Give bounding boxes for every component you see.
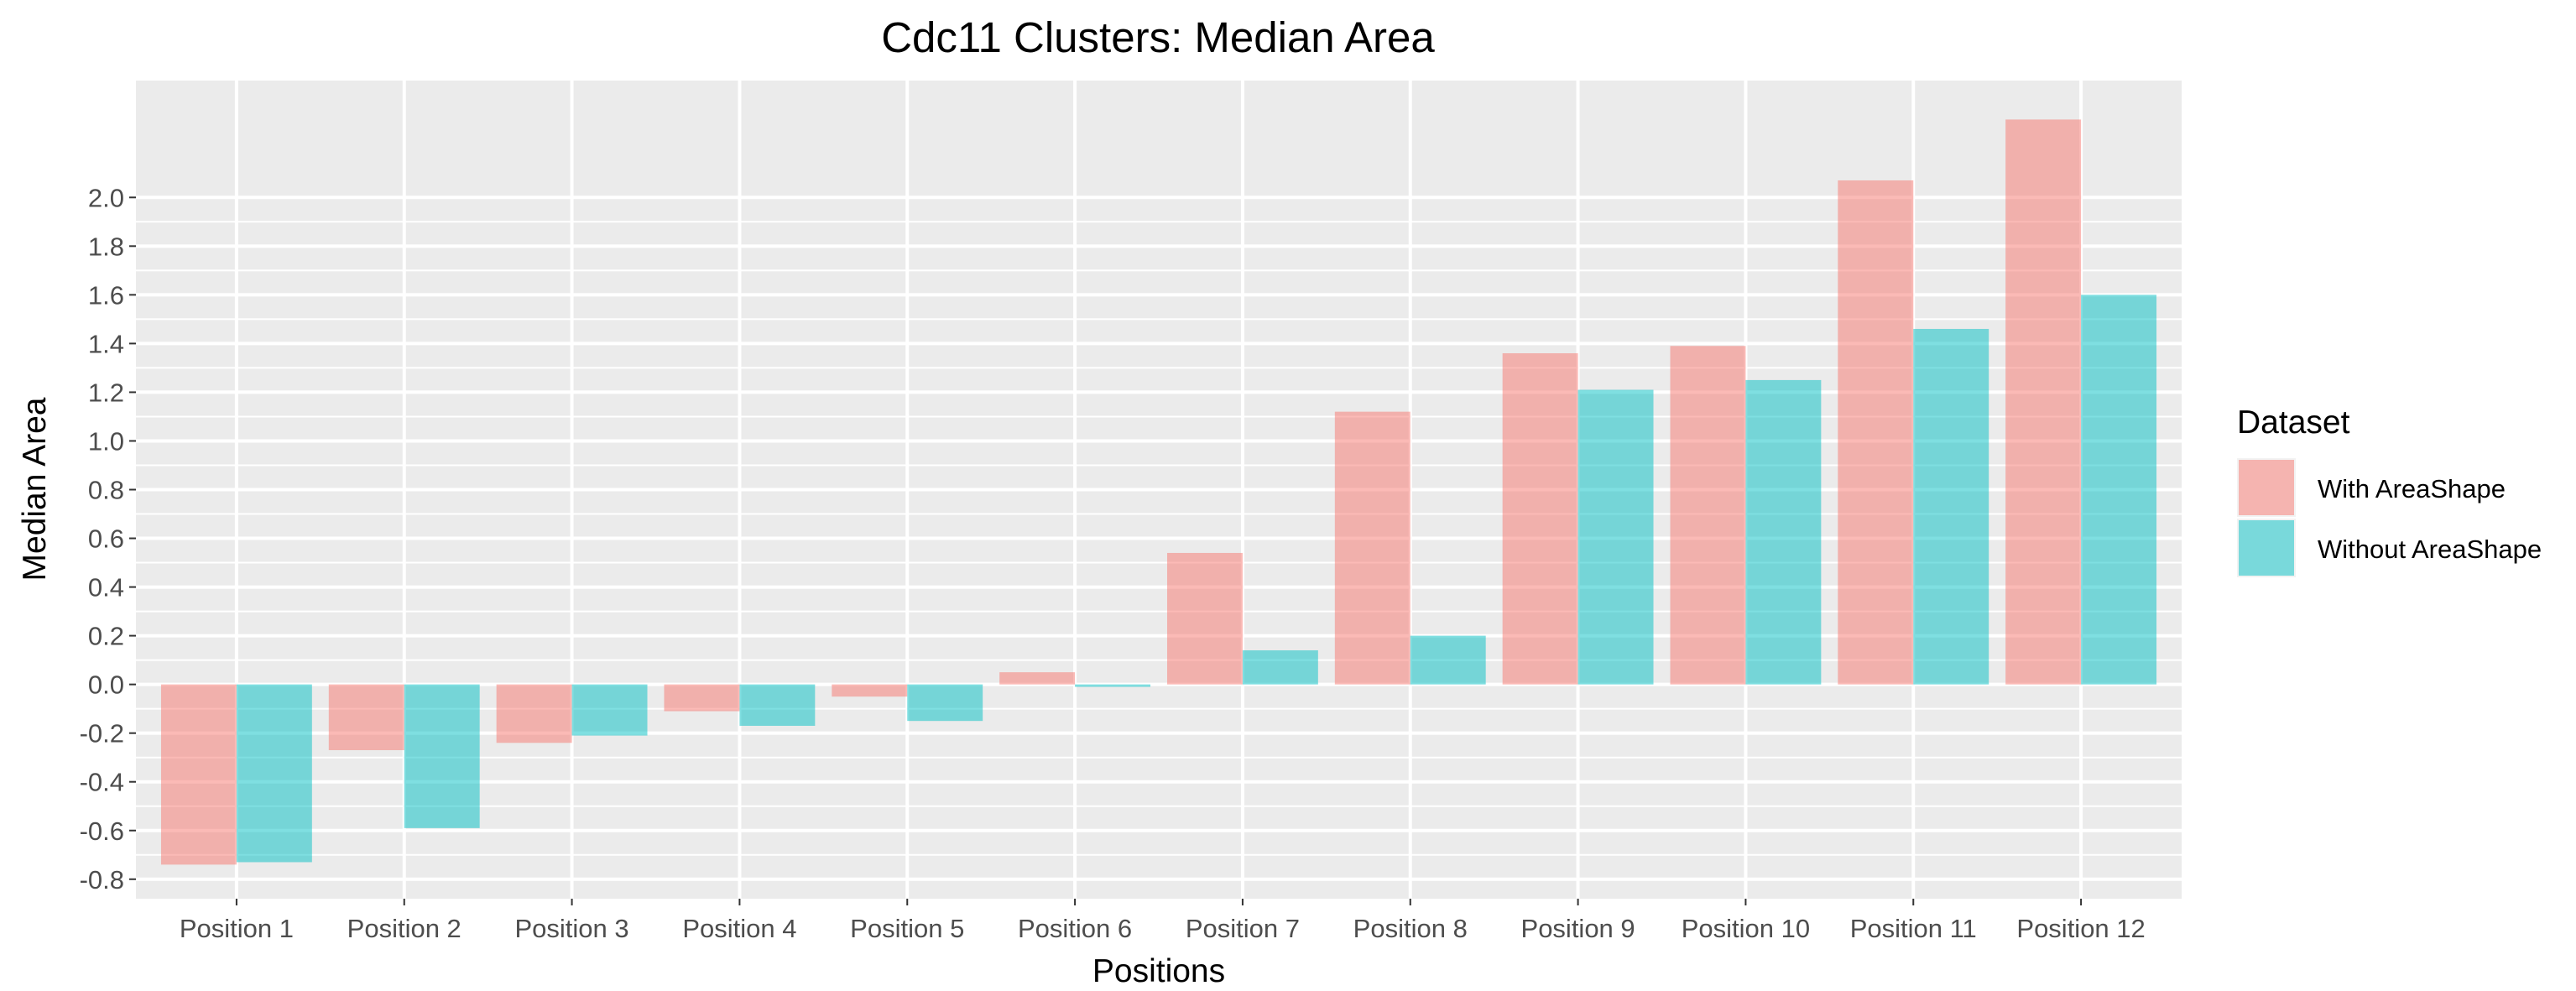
bar-with-areashape-5 <box>832 684 908 697</box>
bar-without-areashape-7 <box>1242 650 1318 685</box>
y-tick-label: 1.2 <box>88 378 124 407</box>
y-tick-label: 0.4 <box>88 573 124 602</box>
bar-with-areashape-3 <box>496 684 572 743</box>
y-axis-title: Median Area <box>17 397 53 581</box>
bar-without-areashape-4 <box>739 684 816 726</box>
x-tick-label: Position 10 <box>1682 914 1810 943</box>
y-tick-label: -0.6 <box>80 816 124 846</box>
x-tick-label: Position 3 <box>515 914 629 943</box>
bar-without-areashape-6 <box>1075 684 1151 687</box>
x-axis: Position 1 Position 2 Position 3 Position 4… <box>180 899 2146 943</box>
y-tick-label: 0.0 <box>88 670 124 700</box>
bars <box>160 119 2157 865</box>
legend-key-with-areashape <box>2239 460 2294 515</box>
x-tick-label: Position 12 <box>2016 914 2145 943</box>
y-tick-label: 1.8 <box>88 232 124 261</box>
x-tick-label: Position 5 <box>850 914 964 943</box>
bar-without-areashape-12 <box>2081 295 2157 685</box>
bar-without-areashape-9 <box>1577 389 1654 685</box>
y-tick-label: 2.0 <box>88 183 124 212</box>
bar-with-areashape-9 <box>1502 353 1578 685</box>
legend-label: Without AreaShape <box>2318 535 2542 564</box>
x-tick-label: Position 4 <box>682 914 796 943</box>
bar-with-areashape-11 <box>1838 180 1914 685</box>
legend: Dataset With AreaShape Without AreaShape <box>2237 404 2542 577</box>
y-tick-label: -0.4 <box>80 768 124 797</box>
chart-title: Cdc11 Clusters: Median Area <box>881 13 1435 61</box>
x-tick-label: Position 11 <box>1850 914 1977 943</box>
bar-without-areashape-1 <box>236 684 312 863</box>
y-tick-label: 1.4 <box>88 329 124 358</box>
bar-without-areashape-5 <box>907 684 983 722</box>
bar-without-areashape-2 <box>404 684 480 828</box>
bar-with-areashape-4 <box>664 684 740 712</box>
y-tick-label: 1.6 <box>88 280 124 310</box>
bar-with-areashape-12 <box>2005 119 2082 685</box>
bar-without-areashape-8 <box>1410 635 1486 685</box>
y-tick-label: -0.2 <box>80 719 124 748</box>
y-tick-label: 1.0 <box>88 426 124 456</box>
y-tick-label: -0.8 <box>80 865 124 895</box>
x-tick-label: Position 7 <box>1186 914 1300 943</box>
bar-with-areashape-8 <box>1334 411 1411 685</box>
x-tick-label: Position 8 <box>1353 914 1468 943</box>
bar-with-areashape-1 <box>160 684 237 865</box>
bar-with-areashape-6 <box>999 672 1076 685</box>
y-tick-label: 0.8 <box>88 476 124 505</box>
legend-key-without-areashape <box>2239 520 2294 576</box>
bar-with-areashape-7 <box>1166 552 1243 685</box>
x-tick-label: Position 2 <box>347 914 461 943</box>
y-tick-label: 0.2 <box>88 622 124 651</box>
bar-with-areashape-2 <box>328 684 404 750</box>
bar-without-areashape-11 <box>1913 328 1989 685</box>
x-axis-title: Positions <box>1092 953 1225 989</box>
bar-without-areashape-10 <box>1745 379 1822 685</box>
legend-title: Dataset <box>2237 404 2350 441</box>
x-tick-label: Position 1 <box>180 914 294 943</box>
legend-label: With AreaShape <box>2318 474 2506 503</box>
x-tick-label: Position 9 <box>1521 914 1635 943</box>
bar-without-areashape-3 <box>571 684 648 736</box>
legend-items: With AreaShape Without AreaShape <box>2237 458 2542 577</box>
y-tick-label: 0.6 <box>88 524 124 554</box>
bar-with-areashape-10 <box>1670 346 1746 685</box>
y-axis: -0.8 -0.6 -0.4 -0.2 0.0 0.2 0.4 0.6 0.8 1.0 1.2 1.4… <box>80 183 136 895</box>
x-tick-label: Position 6 <box>1018 914 1132 943</box>
